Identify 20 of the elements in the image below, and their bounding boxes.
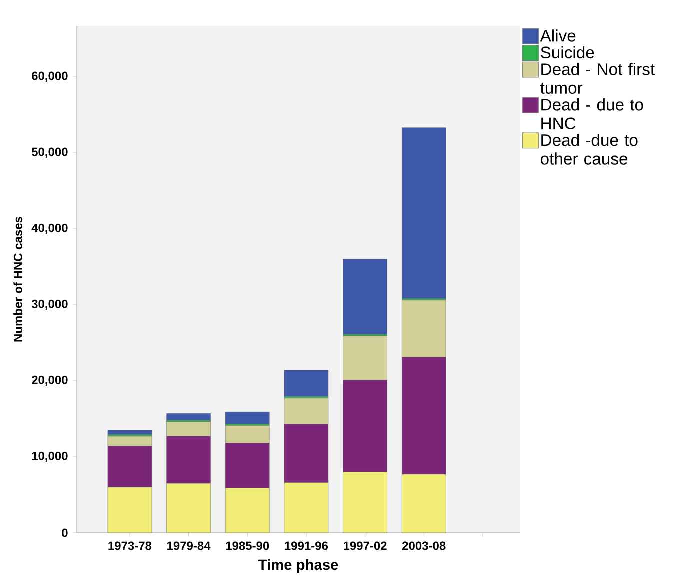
legend-label: Alive (540, 30, 576, 42)
y-tick-label: 50,000 (32, 148, 68, 158)
legend-label: Dead - due to HNC (542, 98, 644, 130)
y-tick-label: 10,000 (32, 452, 68, 462)
y-tick-label: 40,000 (32, 224, 68, 234)
x-tick-label: 2003-08 (402, 542, 446, 550)
x-tick-label: 1997-02 (344, 542, 387, 550)
legend-label: Suicide (541, 46, 594, 59)
legend-label: Dead - Not first tumor (540, 63, 655, 94)
y-axis-title: Number of HNC cases (14, 216, 22, 342)
y-tick-label: 30,000 (32, 300, 68, 310)
x-axis-title: Time phase (258, 559, 338, 574)
y-tick-label: 60,000 (32, 72, 68, 82)
x-tick-label: 1985-90 (226, 542, 270, 550)
x-tick-label: 1991-96 (285, 542, 328, 550)
y-tick-label: 20,000 (32, 376, 68, 386)
x-tick-label: 1979-84 (168, 542, 211, 550)
y-tick-label: 0 (62, 528, 68, 538)
x-tick-label: 1973-78 (108, 542, 152, 550)
legend-label: Dead -due to other cause (540, 134, 638, 165)
